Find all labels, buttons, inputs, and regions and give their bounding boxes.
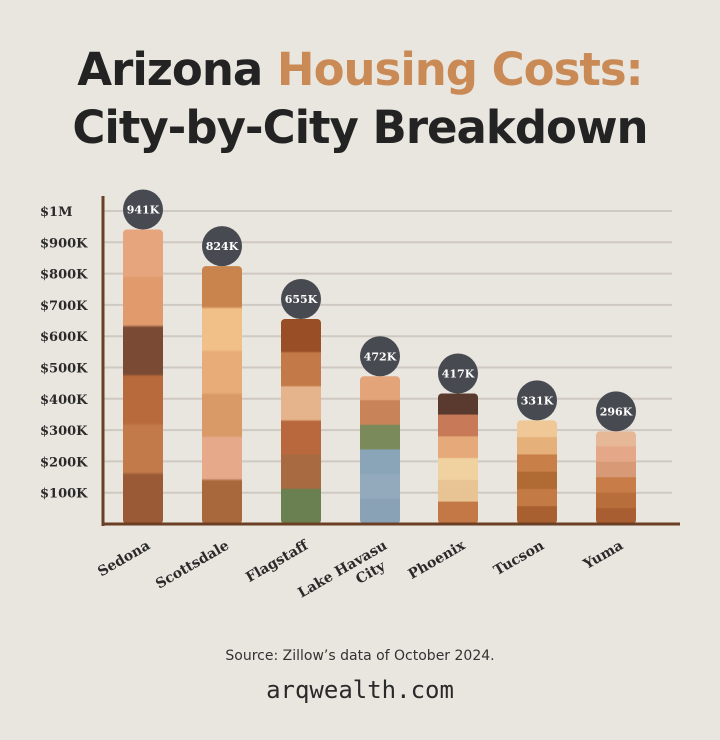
data-label: 824K	[206, 240, 239, 253]
title-part2-accent: Housing Costs:	[276, 43, 644, 96]
y-tick-label: $800K	[40, 268, 88, 283]
source-note: Source: Zillow’s data of October 2024.	[225, 648, 495, 664]
x-tick-label-line: Sedona	[95, 538, 153, 581]
x-tick-label-line: Yuma	[580, 538, 626, 574]
value-bubble	[517, 380, 557, 421]
bar-chart: $100K $200K $300K $400K $500K $600K $700K $800K…	[40, 189, 680, 602]
title-part1: Arizona	[77, 43, 277, 96]
y-tick-label: $500K	[40, 362, 88, 377]
x-tick-label-line: Scottsdale	[153, 538, 232, 593]
x-tick-label: Scottsdale	[153, 538, 232, 593]
y-tick-label: $700K	[40, 299, 88, 314]
x-tick-label-line: Tucson	[491, 538, 547, 579]
x-tick-label-line: Flagstaff	[243, 537, 312, 586]
chart-title-line2: City-by-City Breakdown	[72, 101, 648, 154]
bar-lake-havasu-city	[360, 376, 400, 524]
data-label: 655K	[285, 293, 318, 306]
website-label: arqwealth.com	[266, 676, 454, 704]
value-bubble	[438, 353, 478, 394]
value-bubble	[596, 391, 636, 432]
value-bubble	[202, 226, 242, 267]
data-label: 472K	[364, 350, 397, 363]
x-tick-label: Tucson	[491, 538, 547, 579]
data-label: 941K	[127, 203, 160, 216]
x-tick-label: Flagstaff	[243, 537, 312, 586]
y-tick-label: $200K	[40, 455, 88, 470]
y-tick-label: $900K	[40, 236, 88, 251]
x-tick-label: Yuma	[580, 538, 626, 574]
bar-flagstaff	[281, 318, 321, 524]
data-label: 417K	[442, 367, 475, 380]
x-tick-label-line: Phoenix	[406, 537, 469, 583]
y-tick-label: $1M	[40, 205, 72, 220]
y-tick-label: $600K	[40, 330, 88, 345]
bar-tucson	[517, 420, 557, 524]
chart-title-line1: Arizona Housing Costs:	[0, 42, 720, 98]
bar-yuma	[596, 431, 636, 524]
data-label: 331K	[521, 394, 554, 407]
bar-phoenix	[438, 393, 478, 524]
value-bubble	[281, 278, 321, 319]
x-tick-label: Sedona	[95, 538, 153, 581]
value-bubble	[123, 189, 163, 230]
y-tick-label: $400K	[40, 393, 88, 408]
y-tick-label: $100K	[40, 487, 88, 502]
y-tick-label: $300K	[40, 424, 88, 439]
x-tick-label: Phoenix	[406, 537, 469, 583]
bar-sedona	[123, 229, 163, 525]
data-label: 296K	[600, 405, 633, 418]
bar-scottsdale	[202, 266, 242, 524]
value-bubble	[360, 336, 400, 377]
